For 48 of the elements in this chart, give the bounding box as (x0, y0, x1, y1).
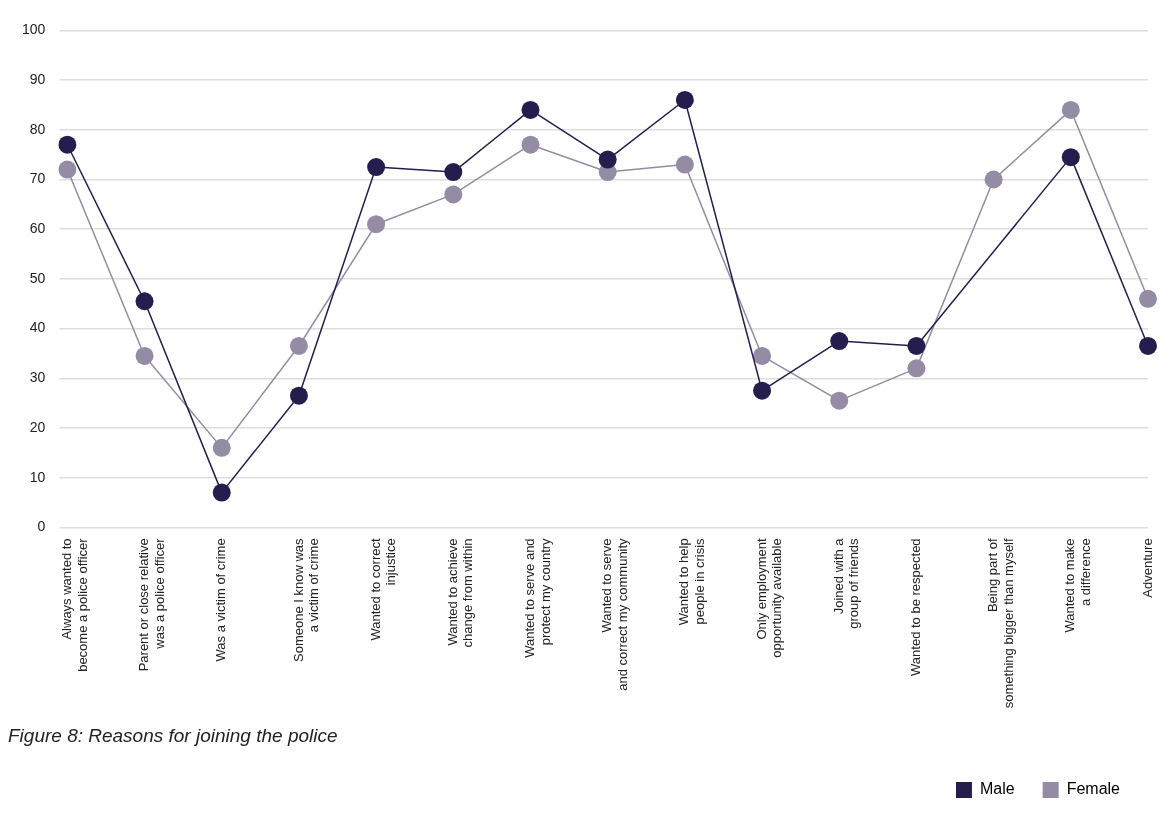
point (58, 135, 77, 154)
x-tick-label: Always wanted to become a police officer (58, 537, 90, 672)
y-tick-label: 100 (22, 21, 46, 38)
x-tick-label: Wanted to correct injustice (367, 538, 399, 641)
point (58, 160, 77, 179)
y-tick-label: 90 (29, 70, 46, 87)
y-tick-label: 80 (29, 120, 46, 137)
point (135, 292, 154, 311)
point (598, 150, 617, 169)
point (907, 359, 926, 378)
y-tick-label: 0 (37, 518, 46, 535)
point (830, 391, 849, 410)
x-tick-label: Was a victim of crime (213, 538, 229, 662)
point (212, 483, 231, 502)
point (367, 158, 386, 177)
point (521, 135, 540, 154)
x-tick-label: Someone I know was a victim of crime (290, 537, 322, 662)
y-tick-label: 40 (29, 319, 46, 336)
y-tick-label: 60 (29, 220, 46, 237)
point (753, 346, 772, 365)
x-tick-label: Adventure (1139, 538, 1155, 598)
point (289, 386, 308, 405)
y-tick-label: 70 (29, 170, 46, 187)
point (444, 185, 463, 204)
point (135, 346, 154, 365)
y-tick-label: 50 (29, 269, 46, 286)
point (753, 381, 772, 400)
point (289, 336, 308, 355)
point (212, 438, 231, 457)
y-tick-label: 20 (29, 418, 46, 435)
point (444, 163, 463, 182)
point (521, 100, 540, 119)
point (1139, 336, 1157, 355)
point (984, 170, 1003, 189)
point (675, 155, 694, 174)
point (1061, 148, 1080, 167)
x-tick-label: Wanted to be respected (908, 538, 924, 676)
point (1139, 289, 1157, 308)
point (367, 215, 386, 234)
point (907, 336, 926, 355)
legend-label: Male (979, 780, 1015, 798)
point (1061, 100, 1080, 119)
y-tick-label: 30 (29, 369, 46, 386)
point (675, 90, 694, 109)
point (830, 332, 849, 351)
y-tick-label: 10 (29, 468, 46, 485)
legend-label: Female (1066, 780, 1121, 798)
text: Figure 8: Reasons for joining the police (8, 724, 338, 746)
